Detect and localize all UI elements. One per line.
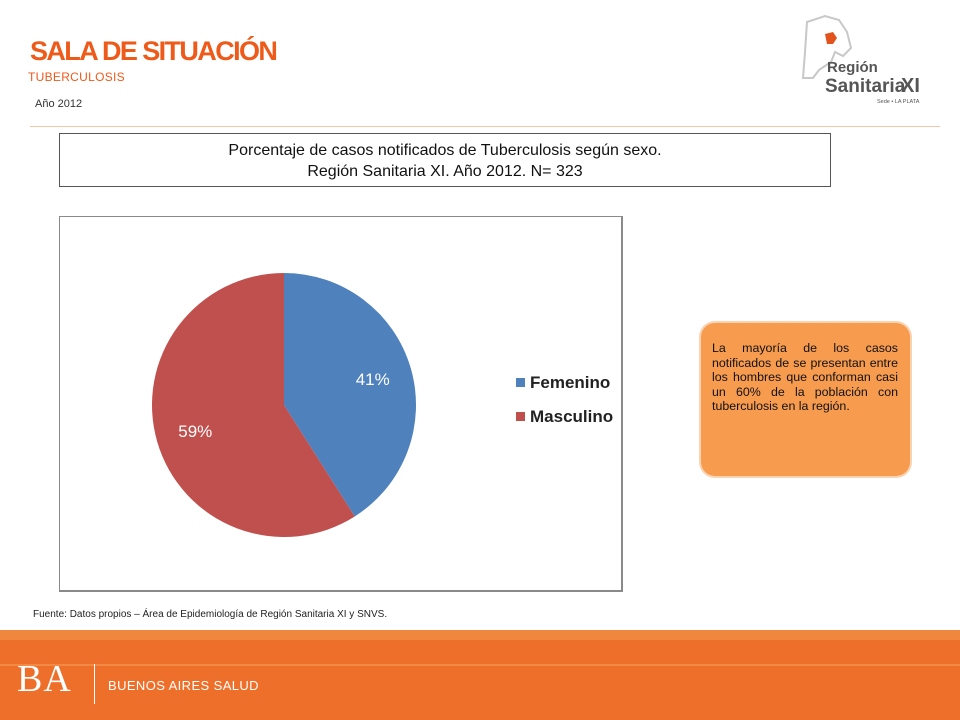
source-note: Fuente: Datos propios – Área de Epidemio…	[33, 609, 388, 620]
pie-chart: 41% 59% Femenino Masculino	[151, 273, 613, 537]
footer-stripe	[0, 664, 960, 666]
logo-tagline: Sede • LA PLATA	[877, 99, 920, 105]
pie-label-femenino: 41%	[356, 370, 390, 389]
chart-title-box: Porcentaje de casos notificados de Tuber…	[59, 133, 831, 187]
logo-line2: Sanitaria	[825, 76, 906, 97]
footer-bar: BA BUENOS AIRES SALUD	[0, 630, 960, 720]
logo-line1: Región	[827, 59, 878, 76]
legend-swatch-masculino	[516, 412, 525, 421]
footer-separator	[94, 664, 95, 704]
logo-numeral: XI	[901, 75, 920, 97]
callout-box: La mayoría de los casos notificados de s…	[701, 323, 910, 476]
legend-swatch-femenino	[516, 378, 525, 387]
footer-top-band	[0, 630, 960, 640]
legend-label-femenino: Femenino	[530, 373, 610, 392]
pie-label-masculino: 59%	[178, 422, 212, 441]
footer-label: BUENOS AIRES SALUD	[108, 678, 259, 693]
page-title: SALA DE SITUACIÓN	[30, 36, 278, 66]
pie-slice-femenino	[284, 273, 416, 517]
pie-chart-frame: 41% 59% Femenino Masculino	[59, 216, 623, 592]
page-subtitle: TUBERCULOSIS	[28, 70, 125, 84]
pie-slice-masculino	[151, 273, 355, 537]
region-logo: Región Sanitaria XI Sede • LA PLATA	[801, 14, 920, 105]
callout-text: La mayoría de los casos notificados de s…	[712, 341, 898, 414]
header-divider	[30, 126, 940, 127]
year-label: Año 2012	[35, 98, 83, 110]
region-highlight-icon	[825, 32, 837, 44]
ba-logo: BA	[17, 658, 72, 700]
legend-label-masculino: Masculino	[530, 407, 613, 426]
chart-title-line1: Porcentaje de casos notificados de Tuber…	[228, 142, 662, 159]
chart-title-line2: Región Sanitaria XI. Año 2012. N= 323	[307, 163, 583, 180]
province-map-outline	[801, 14, 853, 79]
